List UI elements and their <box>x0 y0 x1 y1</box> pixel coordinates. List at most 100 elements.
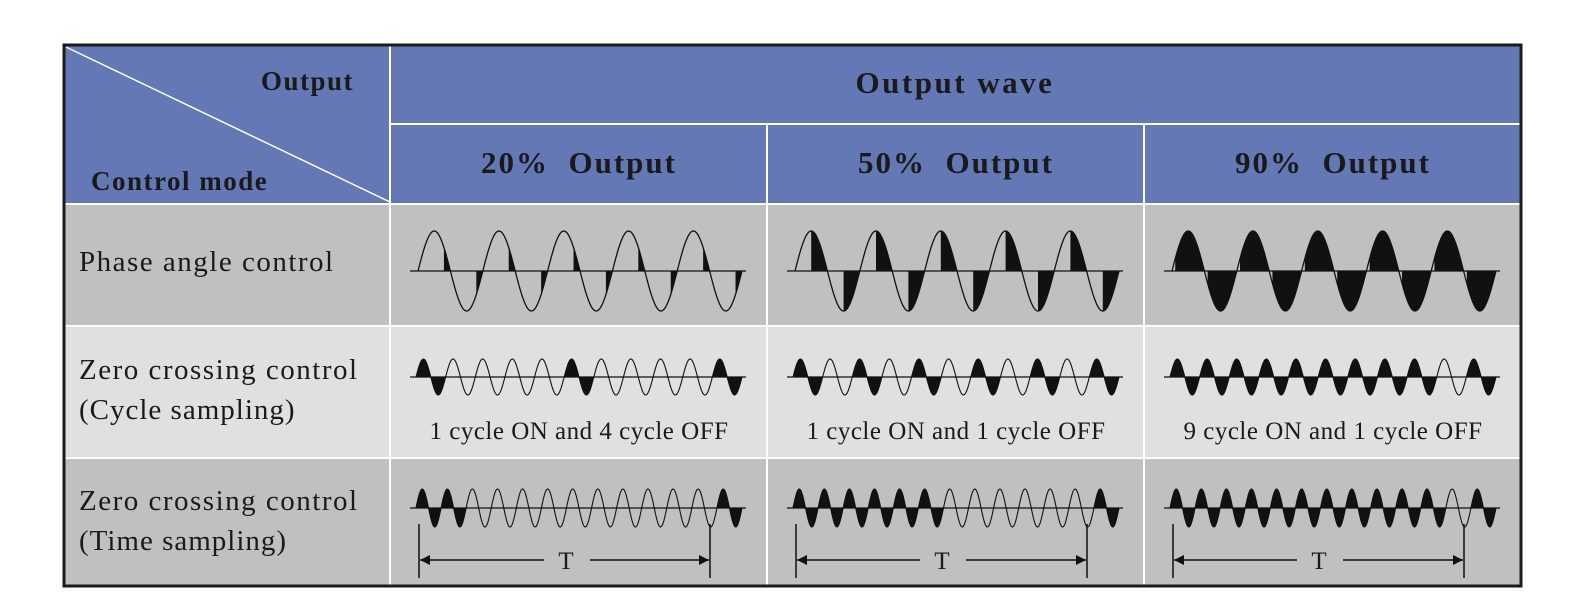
on-cycle-fill <box>1244 377 1259 395</box>
on-cycle-fill <box>1407 359 1422 377</box>
time-sampling-waveforms <box>410 488 1500 528</box>
on-cycle-fill <box>1258 359 1274 377</box>
sine-wave <box>794 230 1120 312</box>
on-cycle-fill <box>1273 377 1289 395</box>
conduction-fill <box>973 271 990 311</box>
on-cycle-fill <box>852 359 868 377</box>
sine-wave <box>792 488 1120 528</box>
conduction-fill <box>1240 231 1270 271</box>
on-cycle-fill <box>1470 489 1484 508</box>
phase-wave-col-1 <box>787 230 1123 312</box>
on-cycle-fill <box>793 489 806 508</box>
pulse-wave-col-0 <box>410 488 746 528</box>
on-cycle-fill <box>1170 489 1183 508</box>
on-cycle-fill <box>830 508 844 527</box>
row-phase-background <box>64 204 1521 326</box>
sine-wave <box>415 358 743 396</box>
on-cycle-fill <box>1303 377 1319 395</box>
on-cycle-fill <box>926 377 942 395</box>
sine-wave <box>415 488 743 528</box>
conduction-fill <box>1369 231 1399 271</box>
on-cycle-fill <box>1229 359 1245 377</box>
row-label-cycle-line2: (Cycle sampling) <box>79 394 296 426</box>
on-cycle-fill <box>1483 508 1496 527</box>
on-cycle-fill <box>868 489 881 508</box>
on-cycle-fill <box>1288 359 1304 377</box>
on-cycle-fill <box>985 377 1001 395</box>
conduction-fill <box>1402 271 1432 311</box>
on-cycle-fill <box>1214 377 1230 395</box>
on-cycle-fill <box>1307 508 1321 527</box>
column-header-20: 20% Output <box>481 145 677 180</box>
on-cycle-fill <box>1184 377 1200 395</box>
pulse-wave-col-2 <box>1164 488 1500 528</box>
period-label: T <box>558 548 573 575</box>
on-cycle-fill <box>1377 359 1393 377</box>
conduction-fill <box>811 231 828 271</box>
on-cycle-fill <box>1295 489 1308 508</box>
on-cycle-fill <box>1089 359 1105 377</box>
on-cycle-fill <box>579 377 594 395</box>
on-cycle-fill <box>1245 489 1258 508</box>
phase-angle-waveforms <box>410 230 1500 312</box>
sine-wave <box>417 230 743 312</box>
on-cycle-fill <box>729 508 742 527</box>
on-cycle-fill <box>805 508 819 527</box>
conduction-fill <box>1102 271 1119 311</box>
on-cycle-fill <box>1370 489 1384 508</box>
on-cycle-fill <box>428 508 442 527</box>
sine-wave <box>1171 230 1497 312</box>
corner-control-mode-label: Control mode <box>91 166 268 196</box>
table-border <box>62 43 1523 588</box>
on-cycle-fill <box>712 359 728 377</box>
on-cycle-fill <box>716 489 730 508</box>
on-cycle-fill <box>1318 359 1333 377</box>
on-cycle-fill <box>1320 489 1333 508</box>
period-arrow-50: T <box>795 524 1088 578</box>
conduction-fill <box>1175 231 1205 271</box>
pulse-wave-col-1 <box>787 358 1123 396</box>
conduction-fill <box>1070 231 1087 271</box>
on-cycle-fill <box>1481 377 1496 395</box>
output-wave-title: Output wave <box>856 65 1055 100</box>
on-cycle-fill <box>1333 508 1346 527</box>
sine-wave <box>792 358 1120 396</box>
on-cycle-fill <box>930 508 944 527</box>
period-label: T <box>1311 548 1326 575</box>
cycle-caption-90: 9 cycle ON and 1 cycle OFF <box>1183 418 1482 445</box>
conduction-fill <box>1466 271 1496 311</box>
pulse-wave-col-0 <box>410 358 746 396</box>
pulse-wave-col-1 <box>787 488 1123 528</box>
conduction-fill <box>1272 271 1302 311</box>
on-cycle-fill <box>1195 489 1208 508</box>
row-label-time-line2: (Time sampling) <box>79 525 287 557</box>
on-cycle-fill <box>880 508 894 527</box>
cycle-caption-50: 1 cycle ON and 1 cycle OFF <box>806 418 1105 445</box>
period-arrow-90: T <box>1172 524 1465 578</box>
conduction-fill <box>843 271 860 311</box>
cycle-caption-20: 1 cycle ON and 4 cycle OFF <box>429 418 728 445</box>
on-cycle-fill <box>1232 508 1246 527</box>
corner-output-label: Output <box>261 66 354 96</box>
period-label: T <box>934 548 949 575</box>
on-cycle-fill <box>1093 489 1107 508</box>
conduction-fill <box>940 231 957 271</box>
pulse-wave-col-2 <box>1164 358 1500 396</box>
on-cycle-fill <box>416 359 431 377</box>
row-label-time-line1: Zero crossing control <box>79 485 359 517</box>
conduction-fill <box>1434 231 1464 271</box>
on-cycle-fill <box>843 489 856 508</box>
sine-wave <box>1169 488 1497 528</box>
on-cycle-fill <box>1383 508 1396 527</box>
on-cycle-fill <box>416 489 429 508</box>
conduction-fill <box>876 231 893 271</box>
on-cycle-fill <box>1421 377 1437 395</box>
on-cycle-fill <box>564 359 579 377</box>
period-arrow-20: T <box>418 524 711 578</box>
on-cycle-fill <box>1433 508 1446 527</box>
on-cycle-fill <box>1395 489 1409 508</box>
on-cycle-fill <box>1362 377 1378 395</box>
on-cycle-fill <box>1257 508 1271 527</box>
on-cycle-fill <box>1030 359 1045 377</box>
